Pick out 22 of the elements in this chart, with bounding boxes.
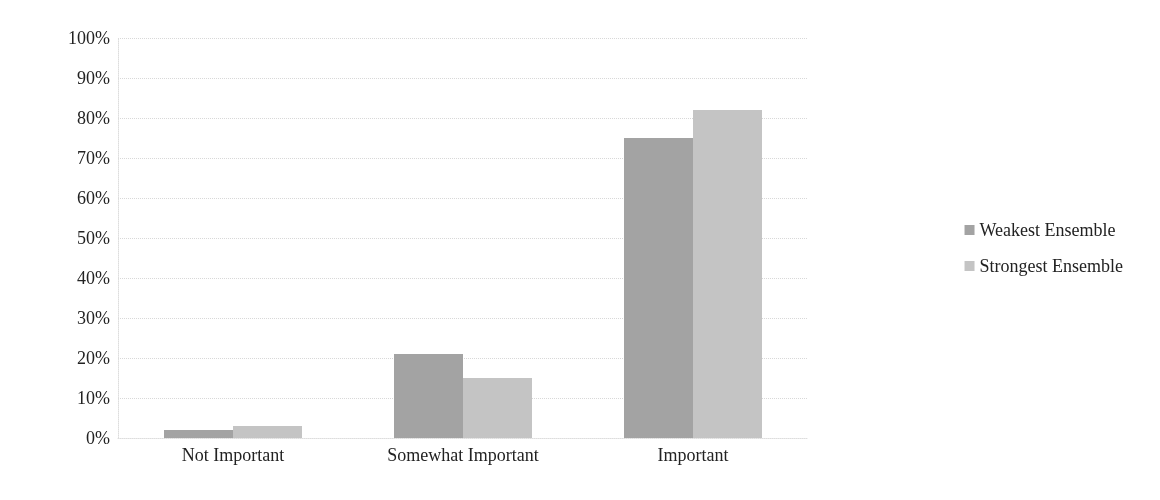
bar bbox=[164, 430, 233, 438]
y-tick-label: 40% bbox=[77, 268, 110, 288]
x-tick-label: Important bbox=[657, 445, 729, 465]
y-tick-label: 30% bbox=[77, 308, 110, 328]
y-tick-label: 50% bbox=[77, 228, 110, 248]
legend-label: Strongest Ensemble bbox=[979, 256, 1124, 276]
bar bbox=[233, 426, 302, 438]
y-tick-label: 70% bbox=[77, 148, 110, 168]
y-tick-label: 80% bbox=[77, 108, 110, 128]
y-tick-label: 0% bbox=[86, 428, 110, 448]
x-tick-label: Somewhat Important bbox=[387, 445, 539, 465]
legend-label: Weakest Ensemble bbox=[979, 220, 1116, 240]
bar bbox=[693, 110, 762, 438]
bar bbox=[463, 378, 532, 438]
y-tick-label: 10% bbox=[77, 388, 110, 408]
y-tick-label: 90% bbox=[77, 68, 110, 88]
y-tick-label: 60% bbox=[77, 188, 110, 208]
x-tick-label: Not Important bbox=[181, 445, 285, 465]
bar bbox=[394, 354, 463, 438]
y-tick-label: 100% bbox=[68, 28, 110, 48]
bar bbox=[624, 138, 693, 438]
y-tick-label: 20% bbox=[77, 348, 110, 368]
